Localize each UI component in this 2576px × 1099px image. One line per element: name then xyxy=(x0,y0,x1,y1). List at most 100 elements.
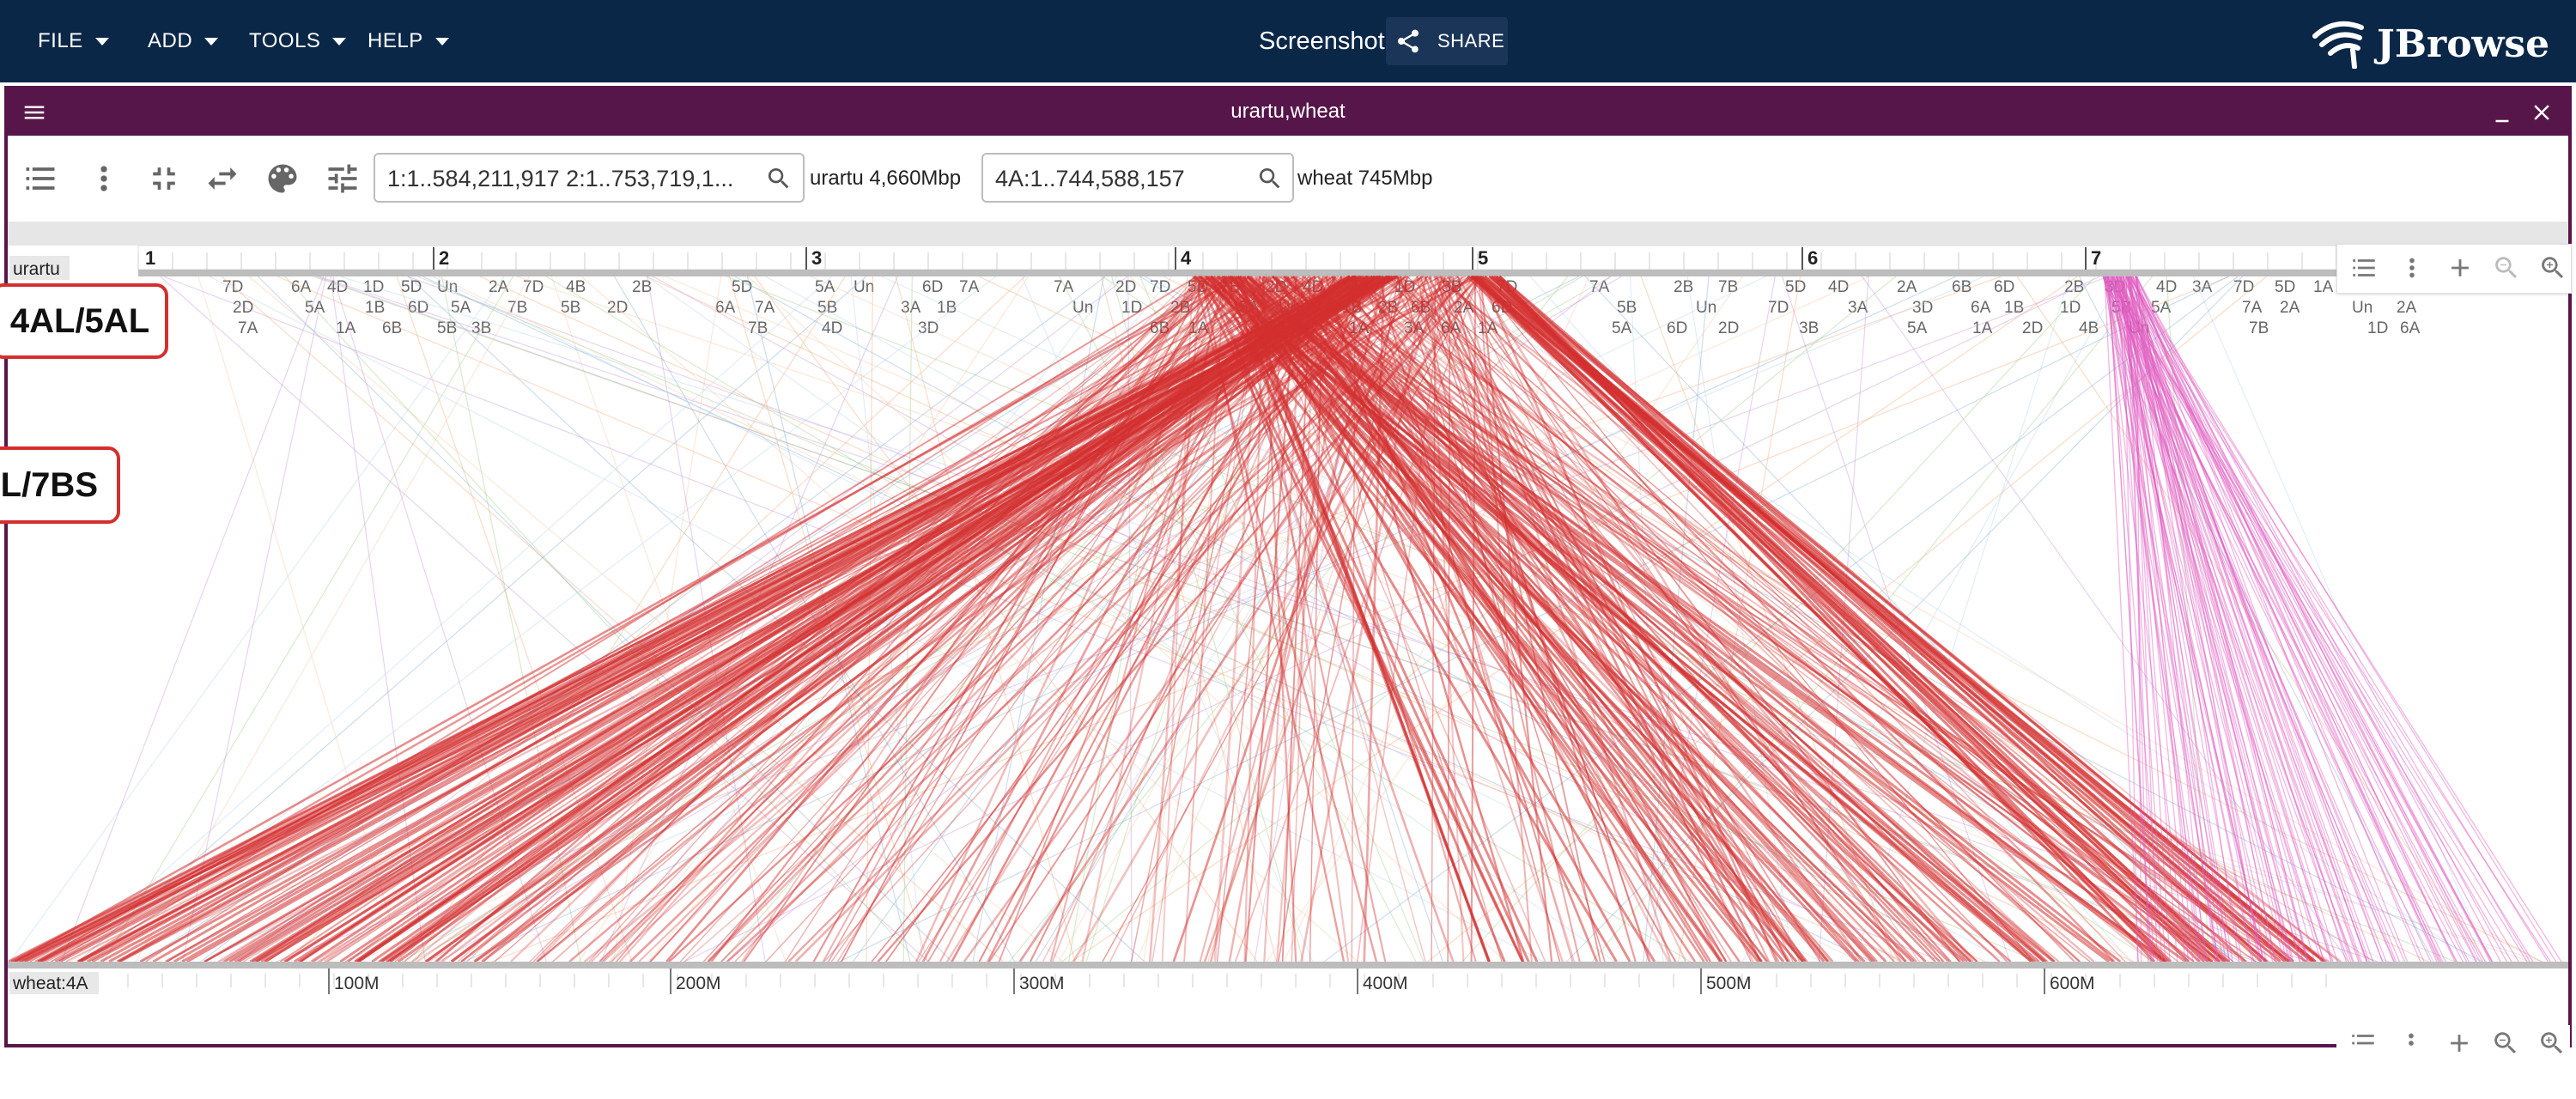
synteny-link xyxy=(1247,276,1971,962)
search-icon[interactable] xyxy=(1256,165,1284,192)
synteny-link xyxy=(1242,276,1697,962)
chromosome-label[interactable]: 1 xyxy=(145,247,155,269)
synteny-link xyxy=(1491,275,2220,963)
feature-label: 7B xyxy=(2249,319,2269,337)
feature-label: 7A xyxy=(1589,278,1610,296)
feature-label: 5D xyxy=(732,278,752,296)
palette-icon[interactable] xyxy=(264,160,301,197)
synteny-link xyxy=(545,276,1691,962)
list-icon[interactable] xyxy=(2349,253,2379,282)
file-menu[interactable]: FILE xyxy=(38,24,109,58)
synteny-link xyxy=(754,276,1258,962)
synteny-link xyxy=(2102,276,2325,962)
synteny-link xyxy=(330,276,426,962)
tune-icon[interactable] xyxy=(324,160,361,197)
tools-menu[interactable]: TOOLS xyxy=(249,24,347,58)
synteny-link xyxy=(1475,275,2317,963)
synteny-link xyxy=(1475,276,2034,962)
more-vert-icon[interactable] xyxy=(2397,1029,2426,1058)
minimize-icon[interactable] xyxy=(2489,100,2515,125)
feature-label: 3D xyxy=(2105,278,2125,296)
synteny-link xyxy=(2108,276,2152,962)
synteny-link xyxy=(1224,276,1763,962)
synteny-link xyxy=(668,276,1423,962)
search-icon[interactable] xyxy=(765,165,793,192)
synteny-link xyxy=(408,276,1145,962)
synteny-link xyxy=(1285,276,1709,962)
top-location-input[interactable]: 1:1..584,211,917 2:1..753,719,1... xyxy=(374,153,805,203)
synteny-link xyxy=(2104,276,2186,962)
view-title[interactable]: urartu,wheat xyxy=(1230,100,1346,123)
synteny-link xyxy=(2106,276,2204,962)
synteny-link xyxy=(2105,276,2551,962)
close-icon[interactable] xyxy=(2529,100,2555,125)
chromosome-label[interactable]: 6 xyxy=(1807,247,1818,269)
synteny-link xyxy=(160,276,929,962)
synteny-link xyxy=(2119,276,2201,962)
zoom-out-icon[interactable] xyxy=(2492,253,2521,282)
synteny-link xyxy=(2123,276,2362,962)
help-menu[interactable]: HELP xyxy=(368,24,449,58)
feature-label: 7A xyxy=(755,299,775,317)
synteny-link xyxy=(2111,276,2322,962)
synteny-link xyxy=(2106,276,2265,962)
track-selector-icon[interactable] xyxy=(21,160,59,197)
zoom-in-icon[interactable] xyxy=(2537,1029,2567,1058)
feature-label: 4B xyxy=(2079,319,2099,337)
synteny-link xyxy=(1276,276,1477,962)
synteny-link xyxy=(1204,276,1875,962)
feature-label: 7A xyxy=(238,319,258,337)
synteny-link xyxy=(61,276,325,962)
feature-label: 2D xyxy=(2022,319,2043,337)
more-vert-icon[interactable] xyxy=(85,160,123,197)
synteny-link xyxy=(707,276,1358,962)
add-menu[interactable]: ADD xyxy=(148,24,219,58)
callout-4al-7bs: 4AL/7BS xyxy=(0,446,120,524)
synteny-link xyxy=(2107,276,2264,962)
feature-label: 1A xyxy=(2313,278,2334,296)
feature-label: 7B xyxy=(1718,278,1738,296)
bottom-location-input[interactable]: 4A:1..744,588,157 xyxy=(981,153,1294,203)
synteny-link xyxy=(1640,276,1895,962)
synteny-link xyxy=(2118,276,2334,962)
chromosome-label[interactable]: 3 xyxy=(811,247,822,269)
chromosome-label[interactable]: 4 xyxy=(1181,247,1192,269)
list-icon[interactable] xyxy=(2348,1029,2378,1058)
top-scalebar xyxy=(8,222,2568,246)
synteny-link xyxy=(529,276,1227,962)
synteny-link xyxy=(1071,276,2078,962)
chromosome-label[interactable]: 2 xyxy=(439,247,449,269)
view-toolbar: 1:1..584,211,917 2:1..753,719,1... urart… xyxy=(8,136,2568,222)
synteny-link xyxy=(209,276,1545,962)
synteny-link xyxy=(2112,276,2253,962)
share-button[interactable]: SHARE xyxy=(1386,17,1508,65)
swap-icon[interactable] xyxy=(204,160,241,197)
synteny-link xyxy=(2117,276,2243,962)
add-icon[interactable] xyxy=(2445,253,2475,282)
synteny-link xyxy=(1472,275,2172,963)
feature-label: 5D xyxy=(1785,278,1806,296)
synteny-link xyxy=(1331,276,1952,962)
view-menu-icon[interactable] xyxy=(20,100,49,125)
more-vert-icon[interactable] xyxy=(2397,253,2427,282)
synteny-link xyxy=(2128,276,2194,962)
synteny-link xyxy=(638,276,1348,962)
synteny-link xyxy=(2115,276,2425,962)
zoom-in-icon[interactable] xyxy=(2538,253,2567,282)
feature-label: 5D xyxy=(2275,278,2295,296)
zoom-out-icon[interactable] xyxy=(2491,1029,2520,1058)
chromosome-label[interactable]: 7 xyxy=(2091,247,2101,269)
chromosome-label[interactable]: 5 xyxy=(1478,247,1488,269)
session-name[interactable]: Screenshot xyxy=(1259,27,1385,55)
synteny-link xyxy=(1008,276,1569,962)
top-chromosome-labels: 1 2 3 4 5 6 7 xyxy=(145,247,2101,270)
synteny-link xyxy=(2127,276,2267,962)
add-icon[interactable] xyxy=(2445,1029,2474,1058)
synteny-link xyxy=(1236,276,1492,962)
feature-label: 5A xyxy=(305,299,325,317)
synteny-link xyxy=(2119,276,2384,962)
collapse-icon[interactable] xyxy=(145,160,183,197)
synteny-link xyxy=(1151,276,1266,962)
synteny-link xyxy=(2129,276,2493,962)
